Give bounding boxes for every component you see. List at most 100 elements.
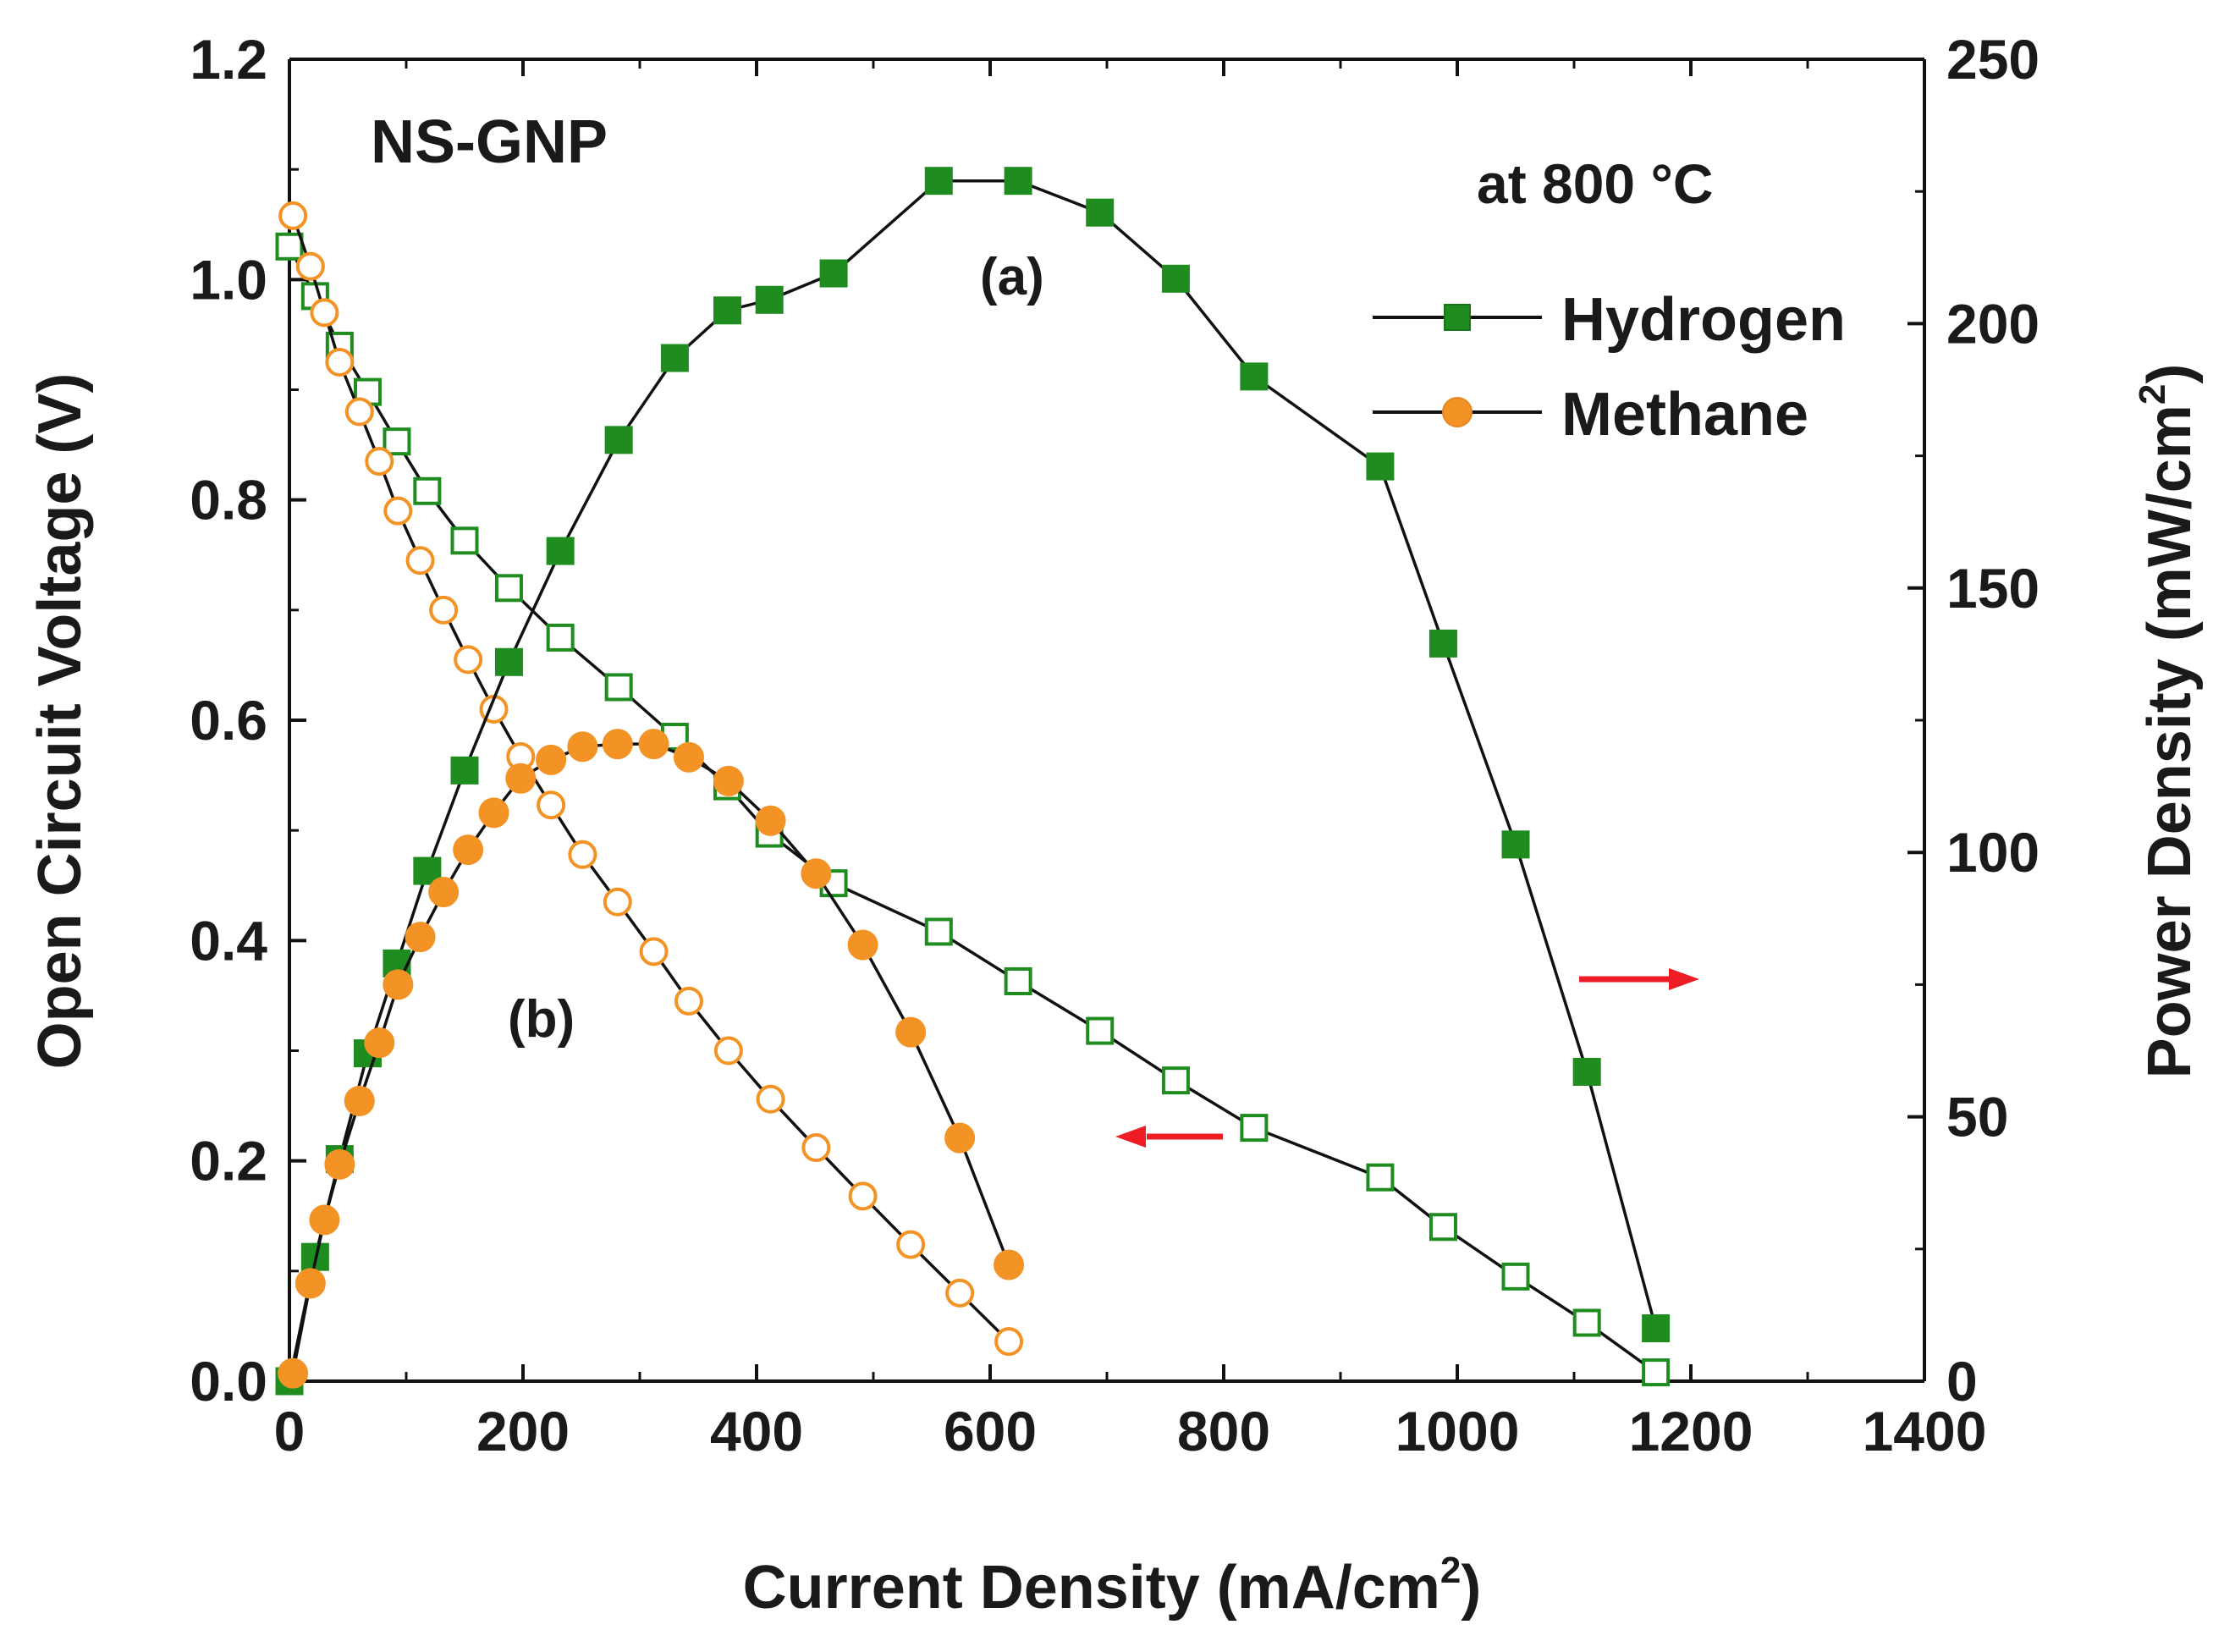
x-tick-label-4: 800 [1177, 1400, 1270, 1462]
point-methane-voltage-21 [896, 1230, 926, 1259]
x-tick-label-1: 200 [476, 1400, 570, 1462]
point-methane-power-12 [536, 744, 567, 775]
point-hydrogen-voltage-23 [1642, 1358, 1671, 1387]
curve-label-a: (a) [980, 248, 1044, 306]
point-methane-power-3 [324, 1148, 355, 1180]
point-methane-voltage-22 [945, 1278, 975, 1308]
y-right-tick-label-5: 250 [1946, 28, 2040, 91]
point-methane-voltage-2 [310, 298, 339, 328]
point-hydrogen-power-13 [819, 259, 848, 288]
point-hydrogen-power-12 [755, 285, 784, 314]
y-right-tick-label-3: 150 [1946, 557, 2040, 620]
point-methane-voltage-9 [454, 645, 483, 675]
point-methane-voltage-5 [365, 447, 394, 476]
point-hydrogen-voltage-21 [1501, 1262, 1530, 1291]
series-line-methane-power [291, 742, 1010, 1374]
y-left-tick-label-0: 0.0 [190, 1350, 267, 1412]
legend-label-hydrogen: Hydrogen [1561, 286, 1846, 354]
point-methane-voltage-0 [278, 201, 308, 230]
point-methane-power-9 [453, 834, 484, 866]
y-right-tick-label-0: 0 [1946, 1350, 1978, 1412]
point-methane-power-13 [567, 731, 598, 763]
y-left-tick-label-6: 1.2 [190, 28, 267, 91]
point-methane-voltage-17 [713, 1036, 743, 1066]
y-left-tick-label-5: 1.0 [190, 248, 267, 311]
y-right-tick-label-1: 50 [1946, 1086, 2008, 1148]
point-methane-voltage-16 [674, 986, 703, 1016]
point-methane-power-2 [309, 1204, 340, 1236]
series-line-hydrogen-power [288, 179, 1658, 1382]
point-methane-power-10 [478, 797, 509, 829]
point-hydrogen-power-23 [1642, 1314, 1671, 1343]
legend-marker-hydrogen [1444, 304, 1471, 331]
point-hydrogen-voltage-7 [494, 574, 523, 603]
y-left-tick-label-2: 0.4 [190, 909, 267, 972]
y-left-tick-label-3: 0.6 [190, 689, 267, 752]
point-methane-power-0 [278, 1357, 309, 1389]
point-methane-voltage-14 [603, 887, 632, 917]
point-hydrogen-power-6 [450, 756, 479, 785]
point-hydrogen-voltage-5 [413, 476, 442, 505]
point-methane-power-17 [713, 765, 744, 796]
point-hydrogen-voltage-15 [1004, 966, 1032, 995]
point-methane-voltage-8 [429, 595, 459, 625]
x-axis-title: Current Density (mA/cm2) [743, 1550, 1482, 1622]
point-methane-power-23 [994, 1249, 1025, 1280]
point-methane-power-5 [364, 1027, 395, 1059]
point-hydrogen-voltage-17 [1161, 1066, 1190, 1095]
point-methane-power-19 [801, 858, 832, 889]
point-hydrogen-voltage-9 [604, 673, 633, 702]
series-line-methane-voltage [291, 215, 1010, 1343]
point-methane-power-18 [755, 805, 786, 836]
point-hydrogen-voltage-0 [275, 232, 304, 261]
point-methane-voltage-3 [325, 347, 355, 377]
point-methane-voltage-13 [568, 840, 597, 869]
y-axis-left-title: Open Circuit Voltage (V) [26, 373, 94, 1070]
sample-label: NS-GNP [371, 108, 608, 176]
point-hydrogen-power-9 [604, 426, 633, 454]
point-methane-power-22 [944, 1122, 976, 1154]
point-methane-power-16 [673, 741, 704, 773]
point-hydrogen-power-17 [1161, 264, 1190, 293]
point-hydrogen-power-21 [1501, 830, 1530, 859]
point-hydrogen-power-15 [1004, 167, 1032, 195]
point-methane-voltage-4 [344, 397, 374, 427]
point-methane-voltage-20 [848, 1181, 878, 1211]
x-tick-label-0: 0 [274, 1400, 306, 1462]
point-hydrogen-voltage-18 [1240, 1114, 1269, 1143]
x-tick-label-6: 1200 [1629, 1400, 1753, 1462]
point-methane-voltage-18 [756, 1084, 785, 1114]
point-hydrogen-voltage-14 [924, 917, 953, 946]
point-methane-voltage-7 [405, 546, 435, 575]
point-hydrogen-power-16 [1086, 198, 1115, 227]
point-methane-power-6 [383, 969, 414, 1000]
temperature-label: at 800 °C [1477, 152, 1714, 215]
point-methane-voltage-23 [994, 1327, 1024, 1357]
point-methane-voltage-19 [801, 1133, 831, 1163]
point-hydrogen-voltage-16 [1086, 1016, 1115, 1045]
arrow-left-voltage-axis [1115, 1126, 1223, 1148]
point-methane-power-14 [602, 729, 633, 760]
legend-label-methane: Methane [1561, 381, 1808, 449]
y-right-tick-label-4: 200 [1946, 292, 2040, 355]
x-tick-label-2: 400 [710, 1400, 803, 1462]
y-left-tick-label-4: 0.8 [190, 469, 267, 531]
point-methane-power-4 [344, 1085, 375, 1116]
point-hydrogen-voltage-19 [1366, 1163, 1395, 1192]
point-hydrogen-power-11 [713, 296, 741, 325]
point-hydrogen-voltage-22 [1572, 1308, 1601, 1337]
point-hydrogen-power-22 [1572, 1057, 1601, 1086]
point-methane-voltage-6 [383, 496, 413, 526]
point-hydrogen-power-18 [1240, 362, 1269, 391]
point-methane-power-21 [895, 1016, 927, 1048]
curve-label-b: (b) [508, 990, 575, 1049]
point-methane-power-15 [638, 729, 669, 760]
point-hydrogen-power-7 [494, 647, 523, 676]
y-left-tick-label-1: 0.2 [190, 1130, 267, 1192]
point-hydrogen-power-10 [660, 344, 689, 372]
point-hydrogen-power-14 [924, 167, 953, 195]
point-methane-power-11 [505, 763, 537, 794]
point-methane-power-8 [428, 877, 460, 908]
point-methane-power-7 [405, 922, 436, 953]
